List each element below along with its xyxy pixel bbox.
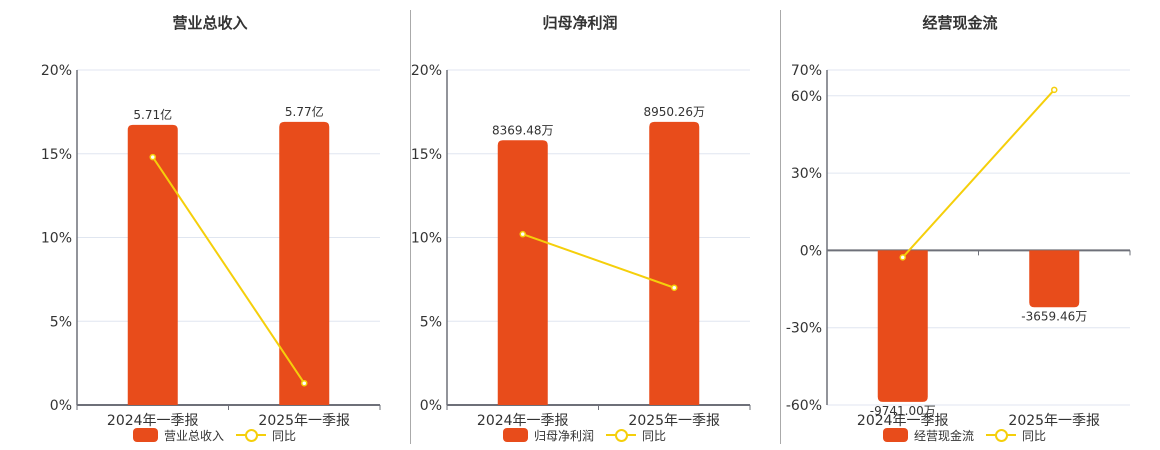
y-tick-label: 10% (411, 231, 442, 247)
bar[interactable] (649, 121, 700, 406)
legend-line-marker-icon[interactable] (606, 428, 637, 442)
bar[interactable] (877, 250, 928, 402)
y-tick-label: 60% (791, 89, 822, 105)
bar-value-label: 5.71亿 (133, 107, 172, 122)
y-tick-label: 0% (420, 398, 442, 414)
legend-line-marker-icon[interactable] (986, 428, 1017, 442)
legend-line-label[interactable]: 同比 (1022, 428, 1047, 443)
bar[interactable] (497, 140, 548, 406)
bar[interactable] (1029, 250, 1080, 308)
y-tick-label: 30% (791, 166, 822, 182)
chart-plot: 0% 5% 10% 15% 20% 2024年一季报 2025年一季报 8369.48万 895… (411, 63, 751, 429)
chart-legend: 归母净利润 同比 (503, 426, 666, 444)
legend-bar-swatch-icon[interactable] (503, 428, 528, 442)
bar[interactable] (127, 124, 178, 405)
y-tick-label: 20% (41, 63, 72, 79)
chart-title: 经营现金流 (922, 14, 998, 32)
yoy-line (902, 89, 1055, 259)
legend-bar-label[interactable]: 营业总收入 (164, 428, 225, 443)
y-tick-label: 15% (41, 147, 72, 163)
chart-title: 营业总收入 (172, 14, 248, 32)
yoy-point[interactable] (301, 379, 308, 387)
x-category-label: 2025年一季报 (628, 413, 720, 429)
y-tick-label: -30% (786, 321, 822, 337)
chart-plot: 0% 5% 10% 15% 20% 2024年一季报 2025年一季报 5.71亿 5.77亿 (41, 63, 381, 429)
chart-legend: 经营现金流 同比 (883, 426, 1046, 444)
yoy-point[interactable] (149, 153, 156, 161)
yoy-point[interactable] (1051, 86, 1058, 94)
chart-plot: -60% -30% 0% 30% 60% 70% 2024年一季报 2025年一季报 -9741… (786, 63, 1131, 429)
legend-line-label[interactable]: 同比 (642, 428, 667, 443)
yoy-point[interactable] (671, 284, 678, 291)
legend-line-marker-icon[interactable] (236, 428, 267, 442)
bar-value-label: -9741.00万 (870, 404, 936, 418)
yoy-point[interactable] (519, 230, 526, 238)
legend-bar-swatch-icon[interactable] (883, 428, 908, 442)
chart-legend: 营业总收入 同比 (133, 426, 296, 444)
panel-divider (410, 10, 411, 444)
yoy-line (522, 233, 675, 289)
chart-panel-revenue: 营业总收入 0% 5% 10% 15% 20% 2024年一季报 2025年一季报 5.71亿… (0, 0, 410, 450)
panel-divider (780, 10, 781, 444)
chart-panel-cashflow: 经营现金流 -60% -30% 0% 30% 60% 70% 2024年一季报 2025年一季… (750, 0, 1160, 450)
x-category-label: 2025年一季报 (258, 413, 350, 429)
y-tick-label: 15% (411, 147, 442, 163)
y-tick-label: -60% (786, 398, 822, 414)
y-tick-label: 0% (50, 398, 72, 414)
chart-title: 归母净利润 (542, 14, 618, 32)
bar-value-label: 5.77亿 (285, 104, 324, 119)
bar-value-label: -3659.46万 (1021, 309, 1087, 323)
x-category-label: 2025年一季报 (1008, 413, 1100, 429)
y-tick-label: 10% (41, 231, 72, 247)
y-tick-label: 70% (791, 63, 822, 79)
chart-panel-net-profit: 归母净利润 0% 5% 10% 15% 20% 2024年一季报 2025年一季报 8369.… (370, 0, 780, 450)
x-category-label: 2024年一季报 (857, 413, 949, 429)
y-tick-label: 20% (411, 63, 442, 79)
bar-value-label: 8950.26万 (643, 105, 705, 119)
legend-bar-swatch-icon[interactable] (133, 428, 158, 442)
yoy-line (151, 156, 306, 384)
y-tick-label: 5% (50, 314, 72, 330)
legend-line-label[interactable]: 同比 (272, 428, 297, 443)
yoy-point[interactable] (899, 254, 906, 261)
y-tick-label: 0% (800, 243, 822, 259)
legend-bar-label[interactable]: 经营现金流 (914, 428, 975, 443)
bar[interactable] (279, 121, 330, 406)
x-category-label: 2024年一季报 (477, 413, 569, 429)
legend-bar-label[interactable]: 归母净利润 (534, 428, 595, 443)
x-category-label: 2024年一季报 (107, 413, 199, 429)
bar-value-label: 8369.48万 (492, 123, 554, 137)
y-tick-label: 5% (420, 314, 442, 330)
